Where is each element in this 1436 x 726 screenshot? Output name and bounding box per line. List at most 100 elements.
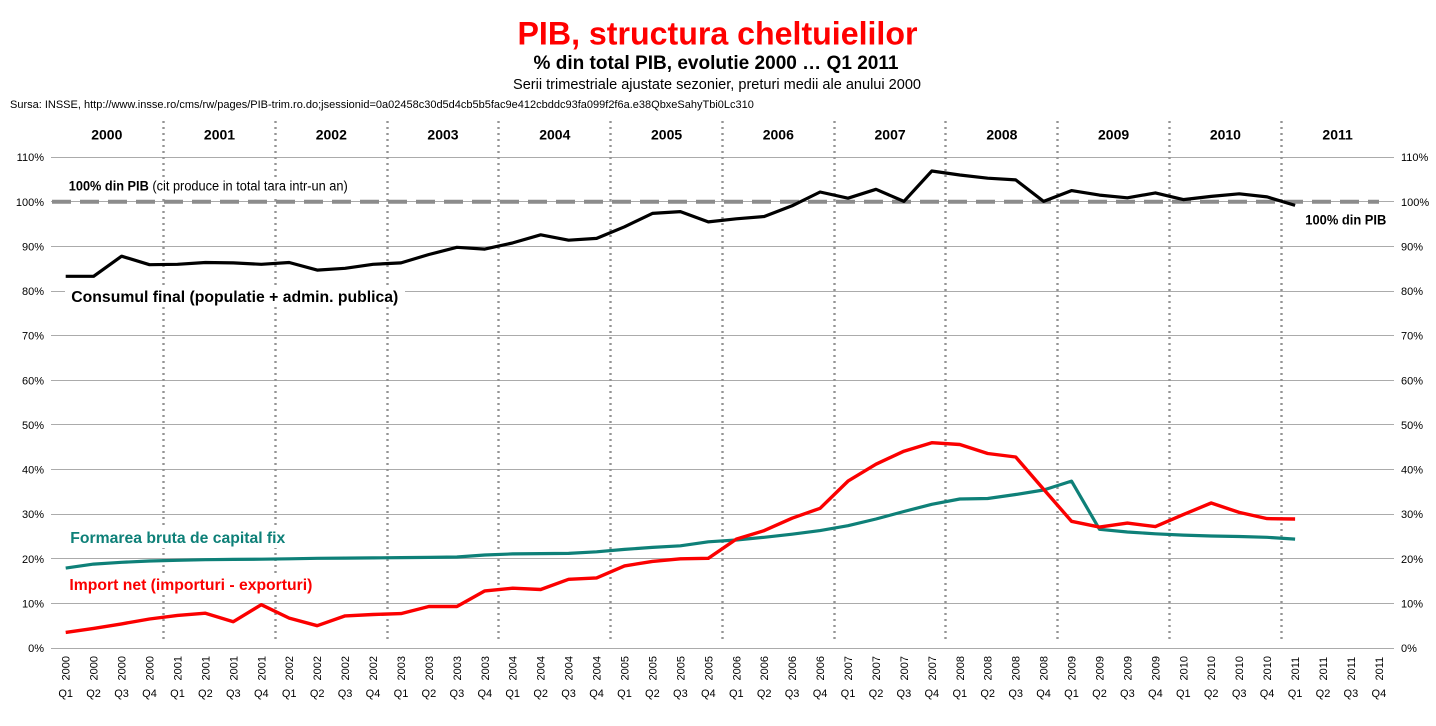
svg-text:20%: 20%	[22, 554, 44, 566]
svg-text:100%: 100%	[1401, 197, 1429, 209]
svg-text:0%: 0%	[1401, 643, 1417, 655]
svg-text:70%: 70%	[1401, 331, 1423, 343]
svg-text:Q2: Q2	[757, 688, 772, 700]
svg-text:Q1: Q1	[1064, 688, 1079, 700]
svg-text:30%: 30%	[22, 509, 44, 521]
svg-text:Q1: Q1	[729, 688, 744, 700]
svg-text:2001: 2001	[228, 656, 240, 680]
svg-text:2007: 2007	[899, 656, 911, 680]
svg-text:30%: 30%	[1401, 509, 1423, 521]
svg-text:40%: 40%	[22, 465, 44, 477]
svg-text:2006: 2006	[763, 127, 794, 143]
svg-text:Q4: Q4	[366, 688, 381, 700]
svg-text:60%: 60%	[1401, 375, 1423, 387]
svg-text:Q2: Q2	[310, 688, 325, 700]
svg-text:Q4: Q4	[813, 688, 828, 700]
svg-text:2011: 2011	[1318, 657, 1330, 681]
svg-text:Q3: Q3	[561, 688, 576, 700]
svg-text:20%: 20%	[1401, 554, 1423, 566]
svg-text:Q4: Q4	[1036, 688, 1051, 700]
svg-text:2001: 2001	[200, 656, 212, 680]
svg-text:50%: 50%	[1401, 420, 1423, 432]
svg-text:100% din PIB: 100% din PIB	[1305, 212, 1386, 228]
svg-text:2010: 2010	[1178, 656, 1190, 680]
svg-text:Q1: Q1	[841, 688, 856, 700]
svg-text:2010: 2010	[1234, 656, 1246, 680]
svg-text:2009: 2009	[1095, 656, 1107, 680]
svg-text:Q3: Q3	[1008, 688, 1023, 700]
svg-text:Q1: Q1	[282, 688, 297, 700]
svg-text:2000: 2000	[61, 656, 73, 680]
svg-text:Q2: Q2	[980, 688, 995, 700]
svg-text:2000: 2000	[117, 656, 129, 680]
svg-text:2008: 2008	[986, 127, 1017, 143]
svg-text:100% din PIB (cit produce in t: 100% din PIB (cit produce in total tara …	[69, 179, 348, 194]
svg-text:Q2: Q2	[86, 688, 101, 700]
svg-text:Q2: Q2	[533, 688, 548, 700]
svg-text:40%: 40%	[1401, 465, 1423, 477]
svg-text:2010: 2010	[1210, 127, 1241, 143]
svg-text:Q2: Q2	[1316, 688, 1331, 700]
svg-text:Q4: Q4	[1260, 688, 1275, 700]
svg-text:Q2: Q2	[422, 688, 437, 700]
svg-text:90%: 90%	[1401, 241, 1423, 253]
svg-text:2001: 2001	[173, 656, 185, 680]
svg-text:10%: 10%	[22, 598, 44, 610]
svg-text:Q3: Q3	[1344, 688, 1359, 700]
svg-text:2009: 2009	[1067, 656, 1079, 680]
svg-text:50%: 50%	[22, 420, 44, 432]
svg-text:90%: 90%	[22, 241, 44, 253]
svg-text:2002: 2002	[368, 656, 380, 680]
svg-text:Import net (importuri - export: Import net (importuri - exporturi)	[69, 577, 312, 594]
svg-text:2008: 2008	[1011, 656, 1023, 680]
svg-text:2000: 2000	[89, 656, 101, 680]
svg-text:Q3: Q3	[450, 688, 465, 700]
svg-text:2011: 2011	[1290, 657, 1302, 681]
svg-text:2010: 2010	[1206, 656, 1218, 680]
svg-text:PIB, structura cheltuielilor: PIB, structura cheltuielilor	[518, 16, 918, 52]
svg-text:2005: 2005	[647, 656, 659, 680]
svg-text:Q4: Q4	[1372, 688, 1387, 700]
svg-text:2002: 2002	[340, 656, 352, 680]
svg-text:10%: 10%	[1401, 598, 1423, 610]
svg-text:Q3: Q3	[1120, 688, 1135, 700]
svg-text:2007: 2007	[927, 656, 939, 680]
svg-text:Q4: Q4	[1148, 688, 1163, 700]
svg-text:2000: 2000	[91, 127, 122, 143]
svg-text:2002: 2002	[312, 656, 324, 680]
svg-text:2004: 2004	[564, 656, 576, 680]
svg-text:Q4: Q4	[477, 688, 492, 700]
svg-text:2009: 2009	[1150, 656, 1162, 680]
svg-text:Q3: Q3	[114, 688, 129, 700]
svg-text:Q4: Q4	[701, 688, 716, 700]
svg-text:Q3: Q3	[1232, 688, 1247, 700]
svg-text:2010: 2010	[1262, 656, 1274, 680]
svg-text:Q4: Q4	[142, 688, 157, 700]
svg-text:2002: 2002	[284, 656, 296, 680]
svg-text:2006: 2006	[759, 656, 771, 680]
svg-text:80%: 80%	[22, 286, 44, 298]
svg-text:Q3: Q3	[226, 688, 241, 700]
svg-text:80%: 80%	[1401, 286, 1423, 298]
svg-text:Q1: Q1	[1288, 688, 1303, 700]
svg-text:2009: 2009	[1098, 127, 1129, 143]
svg-text:Q2: Q2	[198, 688, 213, 700]
svg-text:2006: 2006	[787, 656, 799, 680]
svg-text:2005: 2005	[703, 656, 715, 680]
svg-text:Q2: Q2	[1092, 688, 1107, 700]
svg-text:2003: 2003	[480, 656, 492, 680]
svg-text:2005: 2005	[651, 127, 682, 143]
svg-text:2007: 2007	[875, 127, 906, 143]
svg-text:2008: 2008	[983, 656, 995, 680]
svg-text:Q1: Q1	[58, 688, 73, 700]
svg-text:2009: 2009	[1122, 656, 1134, 680]
svg-text:0%: 0%	[28, 643, 44, 655]
svg-text:Q3: Q3	[897, 688, 912, 700]
svg-text:Q1: Q1	[394, 688, 409, 700]
svg-text:Q1: Q1	[505, 688, 520, 700]
svg-text:Serii trimestriale ajustate se: Serii trimestriale ajustate sezonier, pr…	[513, 76, 921, 93]
svg-text:Formarea bruta de capital fix: Formarea bruta de capital fix	[70, 530, 285, 547]
svg-text:2008: 2008	[1039, 656, 1051, 680]
svg-text:Q2: Q2	[645, 688, 660, 700]
svg-text:Q3: Q3	[338, 688, 353, 700]
